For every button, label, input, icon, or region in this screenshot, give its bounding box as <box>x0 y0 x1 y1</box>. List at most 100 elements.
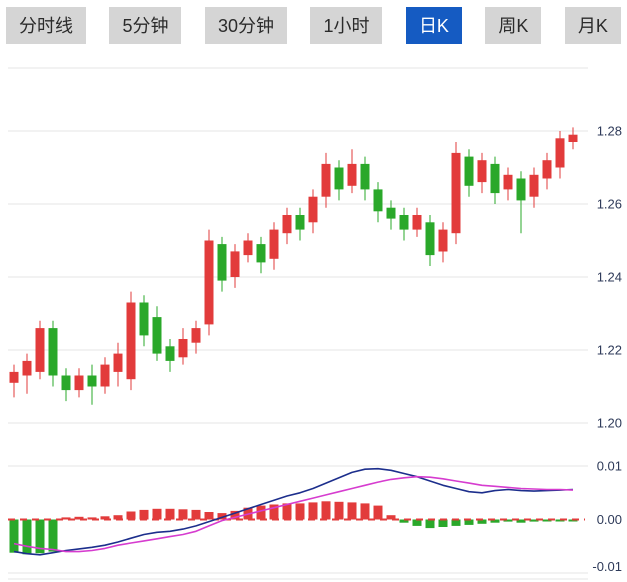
tab-time-share[interactable]: 分时线 <box>6 7 86 44</box>
candle-body <box>360 163 370 190</box>
candle-body <box>217 244 227 281</box>
macd-histogram-bar <box>35 519 45 554</box>
tab-30min[interactable]: 30分钟 <box>204 7 287 44</box>
candle-body <box>74 375 84 391</box>
candle-body <box>204 240 214 325</box>
candle-body <box>100 364 110 387</box>
macd-histogram-bar <box>373 505 383 520</box>
macd-histogram-bar <box>464 519 474 525</box>
candle-body <box>35 328 45 372</box>
candle-body <box>503 174 513 190</box>
macd-histogram-bar <box>230 510 240 520</box>
candle-body <box>412 215 422 230</box>
macd-histogram-bar <box>22 519 32 555</box>
tab-5min[interactable]: 5分钟 <box>109 7 182 44</box>
kline-chart: 1.28 1.26 1.24 1.22 1.20 0.01 0.00 -0.01 <box>8 67 622 580</box>
candle-body <box>490 163 500 194</box>
macd-histogram-bar <box>412 519 422 526</box>
candle-body <box>438 229 448 252</box>
candle-body <box>22 360 32 376</box>
candle-body <box>243 240 253 256</box>
macd-axis-label: 0.00 <box>597 512 622 527</box>
macd-histogram-bar <box>178 509 188 520</box>
candle-body <box>334 167 344 190</box>
macd-histogram-bar <box>74 516 84 520</box>
macd-histogram-bar <box>295 503 305 520</box>
price-axis-label: 1.26 <box>597 197 622 212</box>
candle-body <box>126 302 136 380</box>
tab-daily-k[interactable]: 日K <box>405 7 462 44</box>
candle-body <box>9 371 19 383</box>
tab-monthly-k[interactable]: 月K <box>564 7 621 44</box>
macd-histogram-bar <box>191 509 201 520</box>
macd-axis-label: 0.01 <box>597 459 622 474</box>
candle-body <box>516 178 526 201</box>
macd-histogram-bar <box>113 515 123 520</box>
interval-toolbar: 分时线 5分钟 30分钟 1小时 日K 周K 月K <box>6 7 621 44</box>
candle-body <box>191 328 201 343</box>
candle-body <box>269 229 279 259</box>
candle-body <box>139 302 149 336</box>
tab-1hour[interactable]: 1小时 <box>310 7 383 44</box>
macd-histogram-bar <box>61 517 71 520</box>
candle-body <box>529 174 539 197</box>
macd-histogram-bar <box>360 503 370 520</box>
candle-body <box>373 189 383 212</box>
candle-body <box>282 215 292 234</box>
candle-body <box>555 138 565 168</box>
candle-body <box>178 339 188 358</box>
macd-histogram-bar <box>334 501 344 520</box>
macd-histogram-bar <box>542 519 552 522</box>
macd-histogram-bar <box>269 504 279 520</box>
macd-histogram-bar <box>529 519 539 522</box>
candle-body <box>399 215 409 230</box>
candle-body <box>230 251 240 277</box>
macd-histogram-bar <box>139 509 149 520</box>
candle-body <box>542 160 552 179</box>
candle-body <box>568 134 578 142</box>
candle-body <box>256 244 266 263</box>
macd-histogram-bar <box>9 519 19 553</box>
macd-histogram-bar <box>503 519 513 522</box>
candle-body <box>113 353 123 372</box>
candle-body <box>308 196 318 223</box>
price-axis-label: 1.24 <box>597 270 622 285</box>
candle-body <box>87 375 97 387</box>
macd-histogram-bar <box>100 516 110 520</box>
candle-body <box>464 156 474 186</box>
candle-body <box>321 163 331 197</box>
macd-axis-label: -0.01 <box>592 559 622 574</box>
candle-body <box>152 317 162 354</box>
macd-histogram-bar <box>516 519 526 523</box>
price-axis-label: 1.28 <box>597 124 622 139</box>
candle-body <box>165 346 175 361</box>
tab-weekly-k[interactable]: 周K <box>485 7 542 44</box>
macd-histogram-bar <box>165 508 175 520</box>
macd-histogram-bar <box>490 519 500 523</box>
macd-histogram-bar <box>425 519 435 529</box>
price-axis-label: 1.22 <box>597 343 622 358</box>
macd-histogram-bar <box>347 502 357 520</box>
candle-body <box>425 222 435 256</box>
macd-histogram-bar <box>321 501 331 520</box>
macd-histogram-bar <box>217 513 227 520</box>
macd-histogram-bar <box>308 502 318 520</box>
macd-histogram-bar <box>256 505 266 520</box>
candle-body <box>295 215 305 230</box>
candle-body <box>451 152 461 234</box>
macd-histogram-bar <box>282 503 292 520</box>
candle-body <box>347 163 357 186</box>
candle-body <box>48 328 58 376</box>
macd-histogram-bar <box>87 517 97 520</box>
macd-histogram-bar <box>48 519 58 552</box>
candle-body <box>61 375 71 391</box>
price-axis-label: 1.20 <box>597 416 622 431</box>
candle-body <box>477 160 487 183</box>
macd-histogram-bar <box>126 511 136 520</box>
macd-histogram-bar <box>386 515 396 520</box>
dea-line <box>13 475 574 553</box>
macd-histogram-bar <box>152 508 162 520</box>
macd-histogram-bar <box>438 519 448 527</box>
candle-body <box>386 207 396 219</box>
dif-line <box>13 467 574 556</box>
